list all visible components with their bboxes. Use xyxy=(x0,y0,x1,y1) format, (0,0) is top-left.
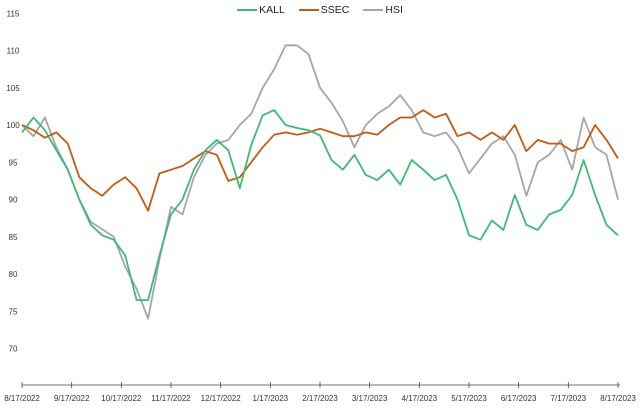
series-line-hsi xyxy=(21,44,619,320)
legend-item-ssec: SSEC xyxy=(298,4,350,16)
x-tick-label: 3/17/2023 xyxy=(352,394,388,403)
x-tick-label: 9/17/2022 xyxy=(54,394,90,403)
y-axis: 70 75 80 85 90 95 100 105 110 115 xyxy=(6,9,20,353)
legend-swatch-kall xyxy=(237,9,258,11)
x-tick-label: 5/17/2023 xyxy=(451,394,487,403)
legend-label-hsi: HSI xyxy=(385,4,403,16)
x-tick-label: 7/17/2023 xyxy=(551,394,587,403)
y-tick-label: 70 xyxy=(9,345,18,354)
y-tick-label: 80 xyxy=(9,270,18,279)
y-tick-label: 110 xyxy=(7,47,20,56)
legend-label-ssec: SSEC xyxy=(320,4,350,16)
x-tick-label: 6/17/2023 xyxy=(501,394,537,403)
x-tick-label: 12/17/2022 xyxy=(201,394,242,403)
x-tick-label: 2/17/2023 xyxy=(302,394,338,403)
x-tick-label: 10/17/2022 xyxy=(101,394,142,403)
legend-swatch-hsi xyxy=(363,9,384,11)
y-tick-label: 115 xyxy=(7,9,20,18)
y-tick-label: 90 xyxy=(9,196,18,205)
series-line-ssec xyxy=(21,109,619,212)
y-tick-label: 100 xyxy=(6,121,20,130)
series-layer xyxy=(21,44,619,320)
series-line-kall xyxy=(21,109,619,302)
y-tick-label: 105 xyxy=(6,84,20,93)
x-tick-label: 4/17/2023 xyxy=(402,394,438,403)
x-tick-label: 8/17/2022 xyxy=(4,394,40,403)
legend-swatch-ssec xyxy=(298,9,319,11)
x-axis: 8/17/2022 9/17/2022 10/17/2022 11/17/2022 12… xyxy=(4,382,636,403)
y-tick-label: 85 xyxy=(9,233,18,242)
legend-item-kall: KALL xyxy=(237,4,285,16)
legend-label-kall: KALL xyxy=(259,4,285,16)
y-tick-label: 75 xyxy=(9,307,18,316)
chart-legend: KALL SSEC HSI xyxy=(0,4,640,16)
x-tick-label: 8/17/2023 xyxy=(600,394,636,403)
x-tick-label: 1/17/2023 xyxy=(253,394,289,403)
x-tick-label: 11/17/2022 xyxy=(151,394,191,403)
legend-item-hsi: HSI xyxy=(363,4,403,16)
y-tick-label: 95 xyxy=(9,158,18,167)
